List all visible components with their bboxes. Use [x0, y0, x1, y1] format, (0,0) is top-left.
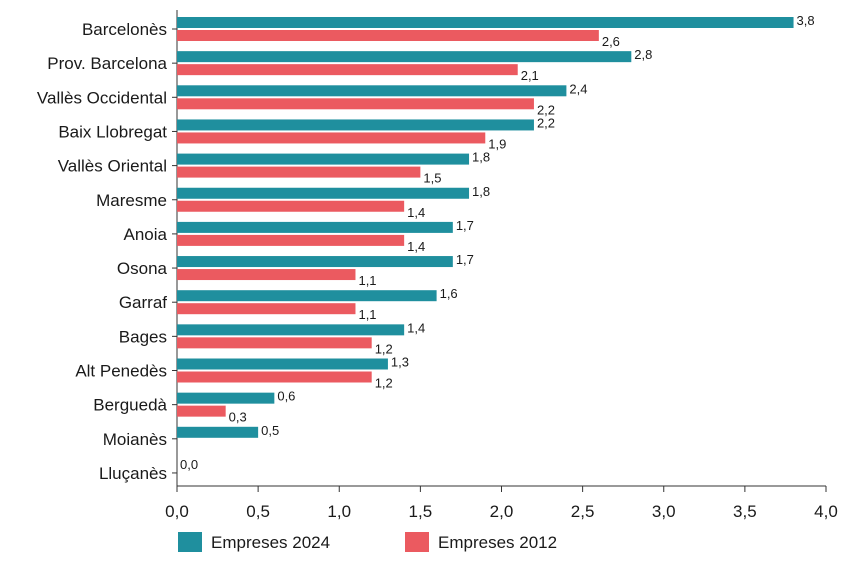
bar-empreses-2012 — [177, 200, 405, 212]
bar-empreses-2012 — [177, 371, 372, 383]
data-label-2012: 1,9 — [488, 136, 506, 151]
data-label-2024: 0,6 — [277, 389, 295, 404]
bar-empreses-2012 — [177, 98, 534, 110]
category-label: Prov. Barcelona — [47, 54, 167, 73]
bar-empreses-2024 — [177, 17, 794, 28]
data-label-2012: 1,4 — [407, 205, 425, 220]
data-label-2024: 1,3 — [391, 355, 409, 370]
category-label: Alt Penedès — [75, 362, 167, 381]
data-label-2024: 1,7 — [456, 252, 474, 267]
data-label-2024: 0,5 — [261, 423, 279, 438]
category-label: Anoia — [124, 225, 168, 244]
data-label-2012: 2,6 — [602, 34, 620, 49]
bar-empreses-2012 — [177, 269, 356, 281]
data-label-2024: 1,4 — [407, 320, 425, 335]
data-label-2024: 3,8 — [797, 13, 815, 28]
x-tick-label: 1,0 — [327, 502, 351, 521]
data-label-2024: 1,6 — [440, 286, 458, 301]
bar-empreses-2024 — [177, 392, 275, 404]
category-label: Bages — [119, 327, 167, 346]
bar-empreses-2012 — [177, 234, 405, 246]
bar-empreses-2024 — [177, 51, 632, 63]
bar-empreses-2024 — [177, 119, 534, 131]
bar-empreses-2012 — [177, 337, 372, 349]
bar-empreses-2012 — [177, 303, 356, 315]
data-label-2012: 1,2 — [375, 341, 393, 356]
bar-empreses-2024 — [177, 153, 470, 165]
data-label-2024: 1,8 — [472, 150, 490, 165]
x-tick-label: 0,5 — [246, 502, 270, 521]
category-label: Vallès Oriental — [58, 157, 167, 176]
bar-empreses-2012 — [177, 405, 226, 417]
legend-label: Empreses 2012 — [438, 533, 557, 552]
data-label-2012: 1,4 — [407, 239, 425, 254]
x-tick-label: 3,5 — [733, 502, 757, 521]
bar-empreses-2012 — [177, 64, 518, 76]
x-tick-label: 0,0 — [165, 502, 189, 521]
category-label: Barcelonès — [82, 20, 167, 39]
bar-empreses-2024 — [177, 290, 437, 302]
bar-empreses-2012 — [177, 132, 486, 144]
data-label-2012: 1,5 — [423, 171, 441, 186]
data-label-2024: 2,4 — [569, 81, 587, 96]
data-label-2024: 1,8 — [472, 184, 490, 199]
x-tick-label: 4,0 — [814, 502, 838, 521]
bar-empreses-2012 — [177, 166, 421, 178]
bar-empreses-2024 — [177, 426, 259, 438]
bar-empreses-2024 — [177, 221, 453, 233]
category-label: Vallès Occidental — [37, 88, 167, 107]
legend-swatch — [178, 532, 202, 552]
bar-empreses-2024 — [177, 256, 453, 268]
data-label-2012: 1,1 — [358, 273, 376, 288]
x-tick-label: 3,0 — [652, 502, 676, 521]
category-label: Garraf — [119, 293, 167, 312]
category-label: Lluçanès — [99, 464, 167, 483]
bar-empreses-2024 — [177, 187, 470, 199]
category-label: Maresme — [96, 191, 167, 210]
x-tick-label: 2,5 — [571, 502, 595, 521]
x-tick-label: 1,5 — [409, 502, 433, 521]
data-label-2024: 2,2 — [537, 115, 555, 130]
legend-label: Empreses 2024 — [211, 533, 330, 552]
data-label-2024: 1,7 — [456, 218, 474, 233]
category-label: Baix Llobregat — [58, 122, 167, 141]
legend-swatch — [405, 532, 429, 552]
bar-empreses-2024 — [177, 324, 405, 336]
data-label-2024: 0,0 — [180, 457, 198, 472]
bar-empreses-2024 — [177, 358, 388, 370]
data-label-2012: 0,3 — [229, 410, 247, 425]
category-label: Osona — [117, 259, 168, 278]
bar-empreses-2012 — [177, 30, 599, 41]
x-tick-label: 2,0 — [490, 502, 514, 521]
data-label-2012: 2,1 — [521, 68, 539, 83]
data-label-2012: 1,2 — [375, 376, 393, 391]
category-label: Berguedà — [93, 396, 167, 415]
data-label-2012: 1,1 — [358, 307, 376, 322]
bar-empreses-2024 — [177, 85, 567, 97]
data-label-2024: 2,8 — [634, 47, 652, 62]
category-label: Moianès — [103, 430, 167, 449]
data-label-2012: 2,2 — [537, 102, 555, 117]
